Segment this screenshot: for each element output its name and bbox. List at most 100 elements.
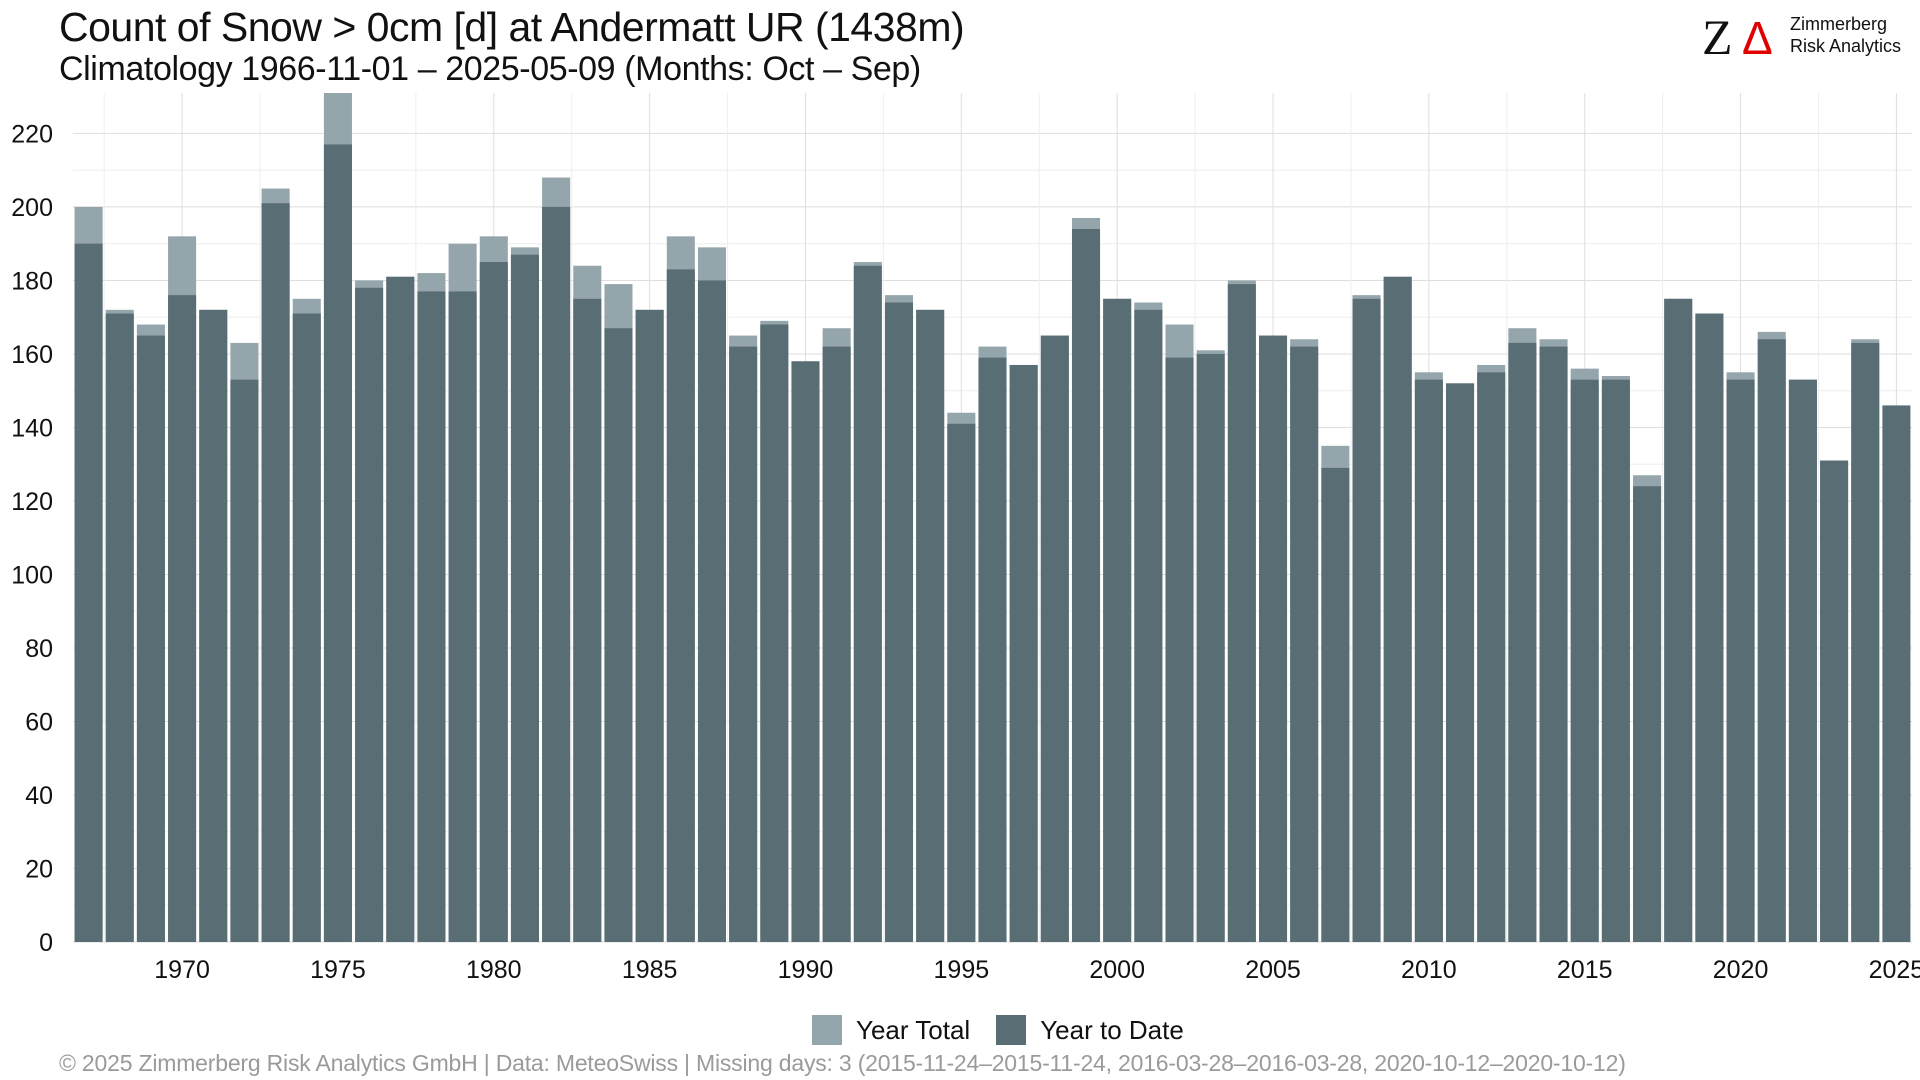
bar-year-to-date [479, 262, 508, 942]
x-tick-label: 1980 [466, 956, 522, 984]
bar-year-to-date [417, 291, 446, 942]
x-tick-label: 2010 [1401, 956, 1457, 984]
bar-year-to-date [136, 335, 165, 943]
legend-swatch-year-to-date [996, 1015, 1027, 1045]
bar-year-to-date [1134, 309, 1163, 943]
bar-year-to-date [1103, 298, 1132, 942]
bar-year-to-date [916, 309, 945, 943]
x-tick-label: 2000 [1089, 956, 1145, 984]
bar-year-to-date [978, 357, 1007, 942]
y-tick-label: 0 [39, 929, 53, 957]
x-tick-label: 2025 [1869, 956, 1920, 984]
bar-year-to-date [510, 254, 539, 942]
bar-year-to-date [1040, 335, 1069, 943]
legend-swatch-year-total [812, 1015, 842, 1045]
bar-year-to-date [1477, 372, 1506, 942]
bar-chart: 0 20 40 60 80 100 120 140 160 180 200 220 1970 1975 19… [11, 93, 1920, 984]
y-tick-label: 20 [25, 855, 53, 883]
bar-year-to-date [729, 346, 758, 942]
y-tick-label: 60 [25, 708, 53, 736]
x-tick-label: 1995 [934, 956, 990, 984]
logo-text-line2: Risk Analytics [1790, 36, 1902, 56]
bar-year-to-date [947, 423, 976, 942]
bar-year-to-date [573, 298, 602, 942]
bar-year-to-date [1165, 357, 1194, 942]
bar-year-to-date [1601, 379, 1630, 943]
y-tick-label: 220 [11, 120, 53, 148]
bar-year-to-date [1570, 379, 1599, 943]
bar-year-to-date [1726, 379, 1755, 943]
bar-year-to-date [1196, 353, 1225, 942]
bar-year-to-date [1009, 364, 1038, 943]
y-tick-label: 100 [11, 561, 53, 589]
legend-label-year-to-date: Year to Date [1040, 1014, 1184, 1045]
bar-year-to-date [1539, 346, 1568, 942]
legend-label-year-total: Year Total [856, 1014, 971, 1045]
logo-text-line1: Zimmerberg [1790, 14, 1888, 34]
bar-year-to-date [448, 291, 477, 942]
bar-year-to-date [1321, 467, 1350, 942]
logo-delta-glyph: Δ [1742, 12, 1773, 62]
bar-year-to-date [230, 379, 259, 943]
x-tick-label: 1985 [622, 956, 678, 984]
y-tick-label: 140 [11, 414, 53, 442]
bar-year-to-date [1258, 335, 1288, 943]
logo-z-glyph: Z [1702, 10, 1733, 62]
bar-year-to-date [1290, 346, 1319, 942]
bar-year-to-date [199, 309, 228, 943]
bar-year-to-date [292, 313, 321, 942]
bar-year-to-date [261, 203, 290, 942]
bar-year-to-date [884, 302, 914, 942]
x-tick-label: 2015 [1557, 956, 1613, 984]
bar-year-to-date [1071, 228, 1101, 943]
logo-mark-icon: Z Δ [1702, 10, 1773, 62]
legend-item-year-to-date: Year to Date [996, 1015, 1184, 1046]
x-tick-label: 1975 [310, 956, 366, 984]
x-tick-label: 2020 [1713, 956, 1769, 984]
bar-year-to-date [1383, 276, 1412, 942]
bar-year-to-date [1851, 342, 1880, 942]
bar-year-to-date [760, 324, 789, 943]
y-tick-label: 200 [11, 194, 53, 222]
bar-year-to-date [542, 206, 571, 942]
bar-year-to-date [1757, 339, 1786, 942]
bar-year-to-date [1414, 379, 1443, 943]
bar-year-to-date [1695, 313, 1724, 942]
bar-year-to-date [791, 361, 820, 942]
bar-year-to-date [822, 346, 851, 942]
company-logo: Z Δ Zimmerberg Risk Analytics [1700, 10, 1905, 62]
bar-year-to-date [355, 287, 384, 942]
chart-title: Count of Snow > 0cm [d] at Andermatt UR … [59, 4, 965, 50]
bar-year-to-date [1633, 486, 1662, 942]
y-tick-label: 180 [11, 267, 53, 295]
bar-year-to-date [1664, 298, 1693, 942]
bar-year-to-date [1820, 460, 1849, 942]
bar-year-to-date [697, 280, 727, 943]
bar-year-to-date [1227, 284, 1256, 942]
bar-year-to-date [635, 309, 664, 943]
bar-year-to-date [386, 276, 415, 942]
bar-year-to-date [168, 295, 197, 943]
y-tick-label: 160 [11, 341, 53, 369]
y-tick-label: 40 [25, 782, 53, 810]
bar-year-to-date [853, 265, 882, 943]
legend-item-year-total: Year Total [812, 1015, 970, 1046]
chart-legend: Year Total Year to Date [812, 1012, 1210, 1048]
bar-year-to-date [74, 243, 103, 943]
bar-year-to-date [666, 269, 695, 942]
bar-year-to-date [1352, 298, 1381, 942]
bar-year-to-date [105, 313, 134, 942]
footer-credits: © 2025 Zimmerberg Risk Analytics GmbH | … [59, 1050, 1626, 1076]
bar-year-to-date [1788, 379, 1817, 943]
x-tick-label: 1990 [778, 956, 834, 984]
y-tick-label: 80 [25, 635, 53, 663]
bar-year-to-date [1446, 383, 1475, 942]
chart-subtitle: Climatology 1966-11-01 – 2025-05-09 (Mon… [59, 50, 921, 88]
x-tick-label: 1970 [154, 956, 210, 984]
bar-year-to-date [1508, 342, 1537, 942]
bar-year-to-date [323, 144, 352, 943]
bar-year-to-date [604, 328, 633, 942]
bar-year-to-date [1882, 405, 1911, 942]
x-tick-label: 2005 [1245, 956, 1301, 984]
